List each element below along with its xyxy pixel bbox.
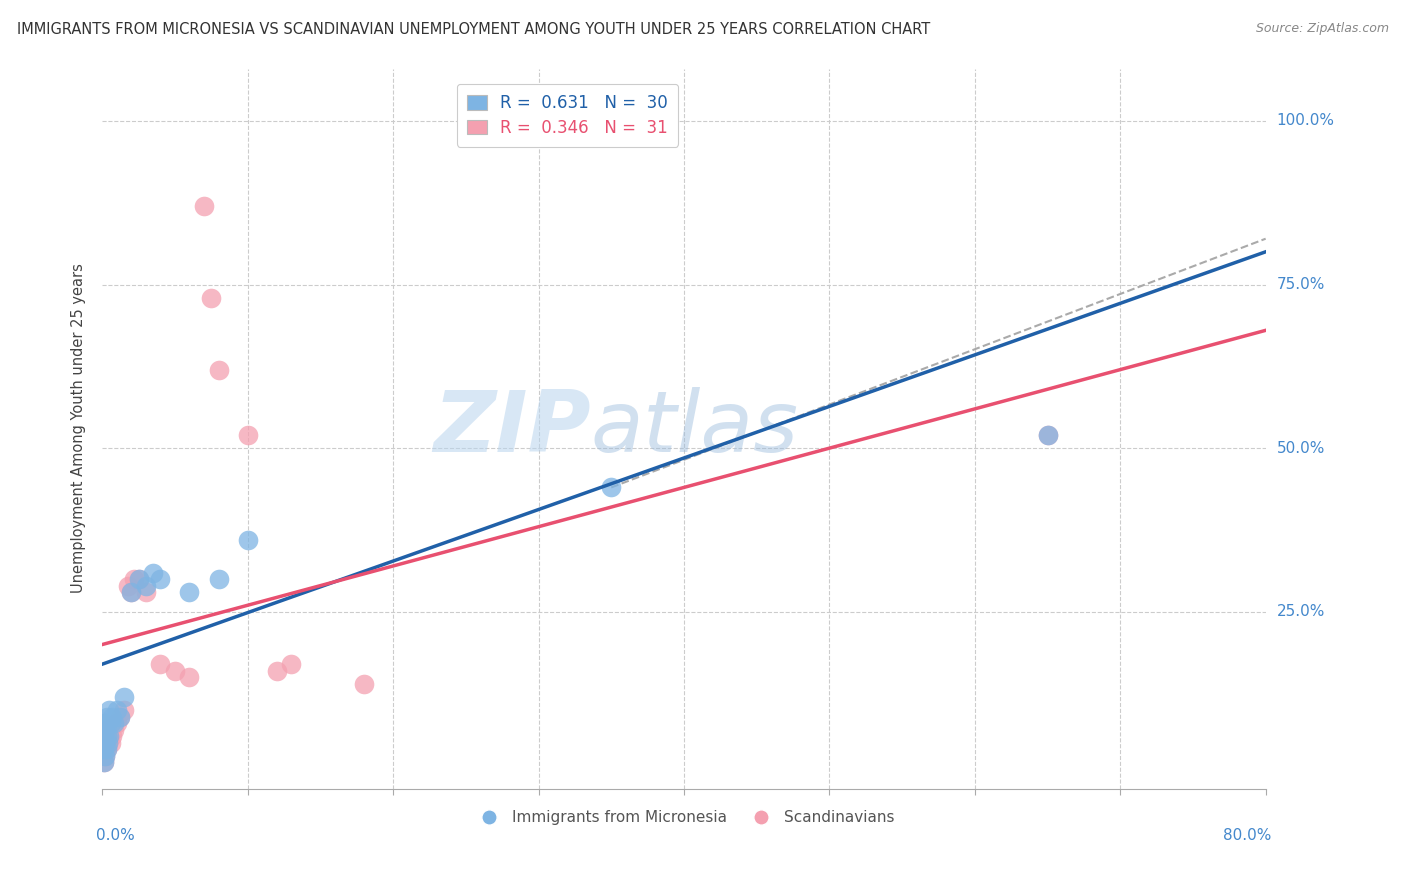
Point xyxy=(600,480,623,494)
Text: 50.0%: 50.0% xyxy=(1277,441,1324,456)
Point xyxy=(135,579,157,593)
Point xyxy=(97,736,120,750)
Point xyxy=(179,670,201,684)
Point xyxy=(93,742,115,756)
Point xyxy=(108,709,131,723)
Point xyxy=(103,723,125,737)
Point xyxy=(101,729,124,743)
Point xyxy=(112,690,135,704)
Point xyxy=(105,716,128,731)
Point xyxy=(120,585,142,599)
Point xyxy=(98,729,121,743)
Point xyxy=(93,716,115,731)
Point xyxy=(1036,428,1059,442)
Point xyxy=(93,756,115,770)
Point xyxy=(163,664,186,678)
Point xyxy=(96,742,118,756)
Point xyxy=(108,709,131,723)
Point xyxy=(105,703,128,717)
Point xyxy=(98,729,121,743)
Text: atlas: atlas xyxy=(591,387,799,470)
Point xyxy=(122,572,145,586)
Point xyxy=(101,709,124,723)
Point xyxy=(94,736,117,750)
Point xyxy=(149,657,172,672)
Point xyxy=(98,703,121,717)
Legend: Immigrants from Micronesia, Scandinavians: Immigrants from Micronesia, Scandinavian… xyxy=(468,804,900,831)
Point xyxy=(266,664,288,678)
Point xyxy=(93,736,115,750)
Point xyxy=(93,716,115,731)
Point xyxy=(100,736,122,750)
Point xyxy=(353,677,375,691)
Point xyxy=(117,579,139,593)
Point xyxy=(94,723,117,737)
Point xyxy=(280,657,302,672)
Text: ZIP: ZIP xyxy=(433,387,591,470)
Point xyxy=(94,729,117,743)
Point xyxy=(128,572,150,586)
Point xyxy=(1036,428,1059,442)
Point xyxy=(96,709,118,723)
Text: IMMIGRANTS FROM MICRONESIA VS SCANDINAVIAN UNEMPLOYMENT AMONG YOUTH UNDER 25 YEA: IMMIGRANTS FROM MICRONESIA VS SCANDINAVI… xyxy=(17,22,931,37)
Point xyxy=(142,566,165,580)
Point xyxy=(149,572,172,586)
Point xyxy=(97,736,120,750)
Point xyxy=(193,199,215,213)
Y-axis label: Unemployment Among Youth under 25 years: Unemployment Among Youth under 25 years xyxy=(72,264,86,593)
Point xyxy=(96,742,118,756)
Point xyxy=(93,729,115,743)
Point xyxy=(96,723,118,737)
Point xyxy=(200,291,222,305)
Text: 25.0%: 25.0% xyxy=(1277,604,1324,619)
Point xyxy=(179,585,201,599)
Text: 0.0%: 0.0% xyxy=(97,828,135,843)
Point xyxy=(236,533,259,547)
Point xyxy=(112,703,135,717)
Point xyxy=(103,716,125,731)
Point xyxy=(93,756,115,770)
Point xyxy=(94,748,117,763)
Text: 75.0%: 75.0% xyxy=(1277,277,1324,292)
Point xyxy=(100,716,122,731)
Text: 100.0%: 100.0% xyxy=(1277,113,1334,128)
Point xyxy=(97,716,120,731)
Point xyxy=(128,572,150,586)
Point xyxy=(207,362,229,376)
Text: 80.0%: 80.0% xyxy=(1223,828,1271,843)
Point xyxy=(135,585,157,599)
Point xyxy=(94,748,117,763)
Point xyxy=(120,585,142,599)
Point xyxy=(236,428,259,442)
Text: Source: ZipAtlas.com: Source: ZipAtlas.com xyxy=(1256,22,1389,36)
Point xyxy=(207,572,229,586)
Point xyxy=(96,729,118,743)
